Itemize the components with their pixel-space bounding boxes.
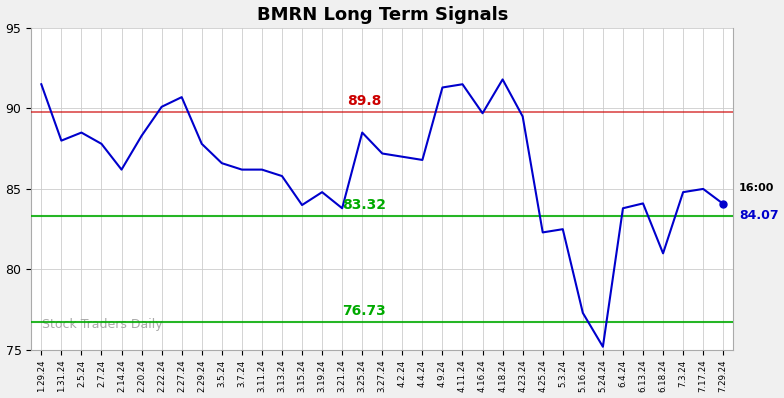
Text: 84.07: 84.07 xyxy=(739,209,779,222)
Text: 76.73: 76.73 xyxy=(343,304,386,318)
Title: BMRN Long Term Signals: BMRN Long Term Signals xyxy=(256,6,508,23)
Text: 16:00: 16:00 xyxy=(739,183,774,193)
Text: 83.32: 83.32 xyxy=(343,198,387,212)
Text: Stock Traders Daily: Stock Traders Daily xyxy=(42,318,162,331)
Text: 89.8: 89.8 xyxy=(347,94,381,107)
